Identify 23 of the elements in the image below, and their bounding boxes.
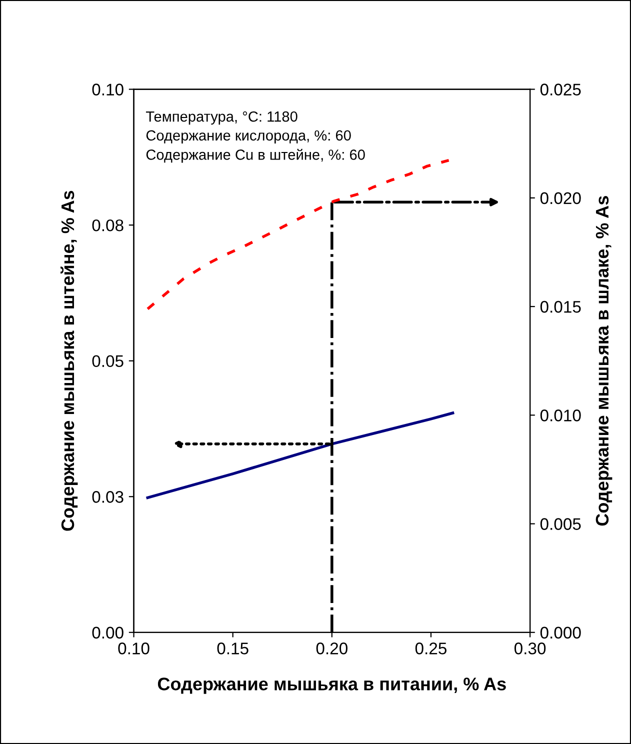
y-tick-label: 0.03: [92, 491, 124, 503]
x-tick-label: 0.25: [415, 642, 446, 654]
y2-tick-label: 0.025: [540, 84, 581, 96]
y-tick-label: 0.00: [92, 626, 124, 639]
y2-tick-label: 0.010: [540, 410, 581, 422]
annotation: Содержание Cu в штейне, %: 60: [146, 148, 365, 163]
y-axis-title: Содержание мышьяка в штейне, % As: [60, 190, 78, 531]
line-series: [146, 412, 454, 500]
y-tick-label: 0.08: [92, 219, 124, 232]
y2-tick-label: 0.015: [540, 300, 581, 313]
y-tick-label: 0.05: [92, 355, 124, 368]
y2-tick-label: 0.005: [540, 518, 581, 530]
y-tick-label: 0.10: [92, 84, 124, 96]
y2-tick-label: 0.000: [540, 626, 581, 639]
annotation: Содержание кислорода, %: 60: [146, 130, 351, 144]
x-tick-label: 0.10: [118, 642, 150, 654]
y2-tick-label: 0.020: [540, 192, 581, 204]
y2-axis-title: Содержание мышьяка в шлаке, % As: [596, 196, 612, 526]
x-axis-title: Содержание мышьяка в питании, % As: [158, 678, 506, 694]
x-tick-label: 0.20: [316, 642, 348, 654]
annotation: Температура, °C: 1180: [146, 111, 298, 125]
x-tick-label: 0.15: [217, 642, 248, 654]
x-tick-label: 0.30: [514, 642, 546, 654]
